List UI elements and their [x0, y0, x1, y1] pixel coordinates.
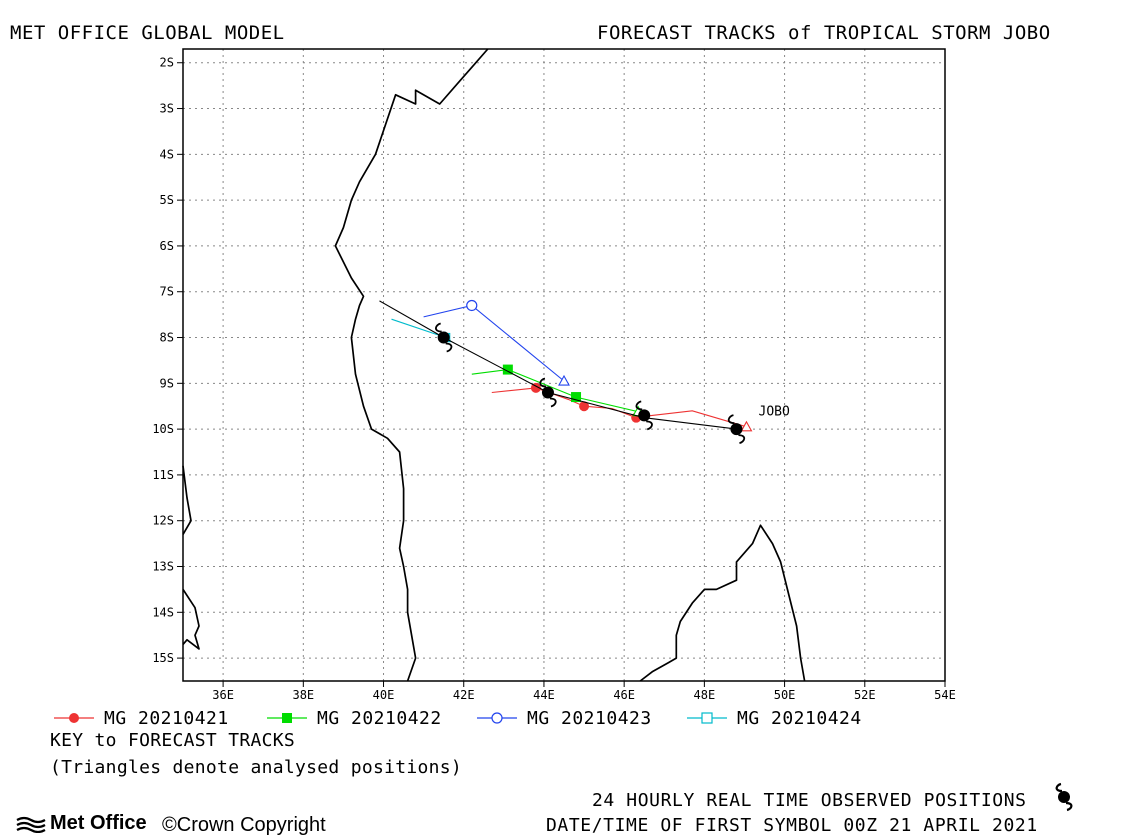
tropical-storm-icon	[1055, 782, 1073, 812]
y-tick-label: 13S	[152, 560, 174, 574]
storm-symbol-core	[638, 409, 651, 422]
storm-symbol-arm	[539, 377, 547, 388]
analysed-position-triangle	[558, 374, 570, 386]
y-tick-label: 3S	[160, 102, 174, 116]
legend-swatch-cyan-square	[687, 712, 727, 724]
y-tick-label: 6S	[160, 239, 174, 253]
key-title: KEY to FORECAST TRACKS	[50, 730, 296, 751]
storm-symbol-arm	[646, 420, 653, 431]
storm-symbol-arm	[635, 400, 643, 411]
legend-label: MG 20210423	[527, 707, 652, 729]
y-tick-label: 2S	[160, 56, 174, 70]
forecast-track-line	[391, 318, 446, 339]
storm-symbol-arm	[727, 414, 735, 425]
x-tick-label: 44E	[533, 688, 555, 702]
copyright-text: Crown Copyright	[176, 814, 326, 836]
x-tick-label: 46E	[613, 688, 635, 702]
coastline	[182, 465, 192, 535]
forecast-point	[466, 299, 478, 312]
observed-track	[379, 300, 746, 444]
storm-symbol-core	[437, 331, 450, 344]
forecast-track-line	[471, 369, 639, 413]
x-tick-label: 40E	[373, 688, 395, 702]
legend-swatch-red-circle	[54, 713, 94, 723]
y-tick-label: 5S	[160, 193, 174, 207]
x-tick-label: 38E	[292, 688, 314, 702]
storm-symbol-core	[730, 423, 743, 436]
x-tick-label: 42E	[453, 688, 475, 702]
observed-track-line	[379, 300, 737, 430]
legend-item-mg-20210421: MG 20210421	[52, 706, 229, 730]
chart-title-left: MET OFFICE GLOBAL MODEL	[10, 22, 285, 44]
y-tick-label: 9S	[160, 376, 174, 390]
y-tick-label: 14S	[152, 605, 174, 619]
first-symbol-datetime: DATE/TIME OF FIRST SYMBOL 00Z 21 APRIL 2…	[546, 815, 1038, 836]
x-tick-label: 52E	[854, 688, 876, 702]
y-tick-label: 7S	[160, 285, 174, 299]
coastlines	[182, 48, 806, 682]
forecast-tracks	[391, 299, 753, 432]
storm-symbol-arm	[435, 322, 442, 333]
y-tick-label: 15S	[152, 651, 174, 665]
coastline	[182, 588, 200, 650]
y-tick-label: 8S	[160, 331, 174, 345]
coastline	[334, 48, 489, 682]
analysed-position-triangle	[740, 420, 753, 432]
legend-item-mg-20210423: MG 20210423	[475, 706, 652, 730]
observed-positions-note: 24 HOURLY REAL TIME OBSERVED POSITIONS	[592, 790, 1027, 811]
x-tick-label: 54E	[934, 688, 956, 702]
x-tick-label: 36E	[212, 688, 234, 702]
forecast-point	[571, 392, 582, 403]
x-tick-label: 48E	[694, 688, 716, 702]
logo-text: Met Office	[50, 812, 147, 834]
x-tick-label: 50E	[774, 688, 796, 702]
copyright-symbol: ©	[162, 814, 177, 836]
chart-title-right: FORECAST TRACKS of TROPICAL STORM JOBO	[597, 22, 1051, 44]
y-tick-label: 10S	[152, 422, 174, 436]
storm-name-label: JOBO	[759, 404, 790, 419]
met-office-logo: Met Office	[16, 812, 147, 835]
storm-symbol	[539, 377, 557, 408]
legend-item-mg-20210424: MG 20210424	[685, 706, 862, 730]
grid-lines	[183, 49, 946, 681]
y-tick-label: 11S	[152, 468, 174, 482]
storm-symbol	[435, 322, 453, 353]
legend-swatch-blue-circle	[477, 712, 517, 724]
coastline	[639, 524, 806, 682]
y-tick-label: 4S	[160, 147, 174, 161]
storm-symbol	[635, 400, 653, 431]
forecast-point	[502, 364, 513, 375]
legend-item-mg-20210422: MG 20210422	[265, 706, 442, 730]
legend-label: MG 20210424	[737, 707, 862, 729]
legend-swatch-green-square	[267, 713, 307, 723]
plot-frame	[182, 48, 946, 682]
storm-symbol-arm	[738, 434, 746, 444]
storm-symbol-core	[541, 386, 554, 399]
legend: MG 20210421 MG 20210422 MG 20210423 MG 2…	[52, 706, 932, 730]
storm-symbol	[727, 414, 746, 444]
storm-symbol-arm	[445, 342, 453, 353]
y-tick-label: 12S	[152, 514, 174, 528]
legend-label: MG 20210422	[317, 707, 442, 729]
axis-ticks: 36E 38E 40E 42E 44E 46E 48E 50E 52E 54E 2S 3S 4S 5S 6S…	[152, 56, 956, 702]
storm-symbol-arm	[549, 397, 557, 408]
copyright-notice: ©Crown Copyright	[162, 814, 326, 837]
met-office-waves-icon	[16, 816, 46, 833]
forecast-point	[579, 401, 590, 412]
legend-label: MG 20210421	[104, 707, 229, 729]
key-note: (Triangles denote analysed positions)	[50, 757, 463, 778]
